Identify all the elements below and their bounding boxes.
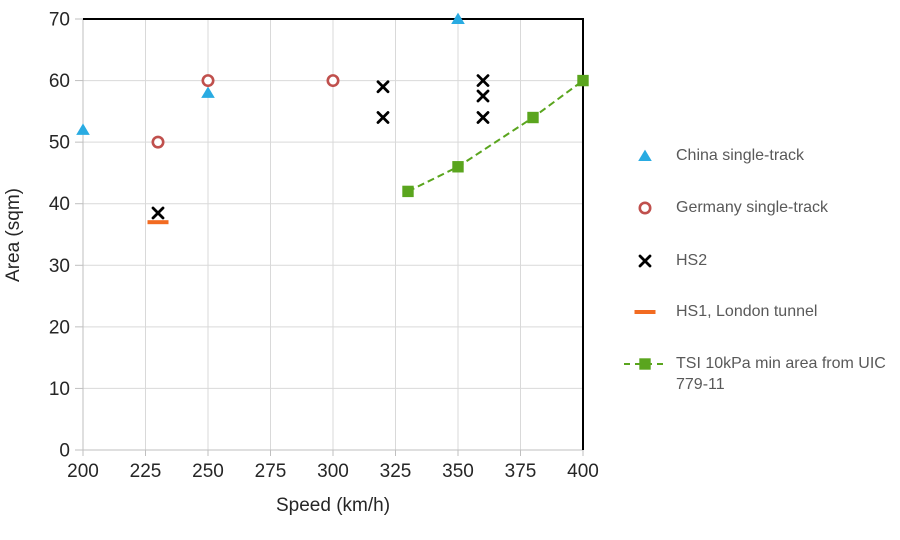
y-tick-label: 0 xyxy=(59,441,70,462)
data-point-triangle xyxy=(76,123,90,135)
data-point-circle-open xyxy=(326,74,340,88)
y-axis-title: Area (sqm) xyxy=(3,188,24,282)
data-point-x xyxy=(151,206,165,220)
data-point-x xyxy=(476,74,490,87)
x-tick-label: 300 xyxy=(317,461,349,482)
y-tick-label: 50 xyxy=(49,133,70,154)
x-tick-label: 250 xyxy=(192,461,224,482)
y-tick-label: 10 xyxy=(49,379,70,400)
x-axis-title: Speed (km/h) xyxy=(275,495,391,516)
data-point-square xyxy=(527,111,539,124)
data-point-x xyxy=(376,80,390,94)
x-tick-label: 200 xyxy=(67,461,99,482)
series-line-dashed xyxy=(407,79,584,193)
data-point-triangle xyxy=(451,12,465,24)
x-tick-label: 325 xyxy=(380,461,412,482)
x-tick-label: 350 xyxy=(442,461,474,482)
data-point-x xyxy=(476,89,490,103)
y-tick-label: 60 xyxy=(49,71,70,92)
data-point-x xyxy=(476,111,490,124)
data-point-circle-open xyxy=(201,74,215,88)
y-tick-label: 30 xyxy=(49,256,70,277)
x-tick-label: 375 xyxy=(505,461,537,482)
y-tick-label: 40 xyxy=(49,194,70,215)
data-point-square xyxy=(577,74,589,87)
x-tick-label: 225 xyxy=(130,461,162,482)
data-point-square xyxy=(452,161,464,173)
data-point-x xyxy=(376,111,390,124)
data-point-dash xyxy=(147,220,169,225)
y-tick-label: 20 xyxy=(49,317,70,338)
data-point-triangle xyxy=(201,86,215,98)
x-tick-label: 275 xyxy=(255,461,287,482)
x-tick-label: 400 xyxy=(567,461,599,482)
data-point-square xyxy=(402,185,414,198)
y-tick-label: 70 xyxy=(49,10,70,31)
data-point-circle-open xyxy=(151,135,165,149)
